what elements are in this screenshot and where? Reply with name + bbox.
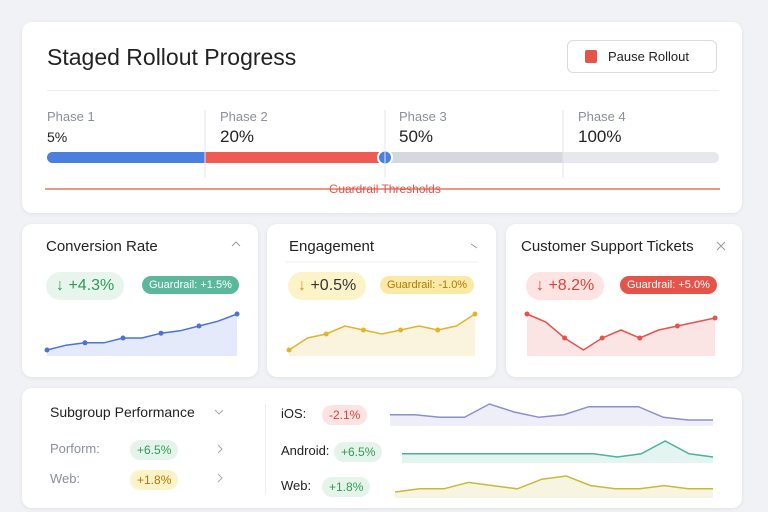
spark-area <box>402 441 713 463</box>
delta-pill: ↓ +4.3% <box>46 272 125 300</box>
row-label: Porform: <box>50 441 100 456</box>
metric-card <box>267 224 496 377</box>
spark-line <box>46 313 238 351</box>
spark-dot <box>637 335 643 341</box>
icon <box>214 409 224 483</box>
divider <box>265 404 266 494</box>
series-label: Web: <box>281 478 312 493</box>
delta: +4.3% <box>68 277 115 294</box>
delta-pill: ↓ +0.5% <box>288 272 367 300</box>
phase-value: 50% <box>399 127 434 146</box>
phase-value: 100% <box>578 127 622 146</box>
spark-dot <box>234 311 240 317</box>
title: Staged Rollout Progress <box>47 44 297 70</box>
spark-dot <box>323 331 329 337</box>
metric-card <box>506 224 742 377</box>
phase-label: Phase 4 <box>578 109 626 124</box>
spark-dot <box>196 323 202 329</box>
series-label: Android: <box>281 443 330 458</box>
spark-line <box>394 475 713 493</box>
row-value: +1.8% <box>130 470 179 490</box>
spark-dot <box>562 335 568 341</box>
delta: +8.2% <box>548 277 595 294</box>
separator <box>47 90 719 91</box>
spark-line <box>402 440 714 458</box>
spark-area <box>390 404 713 426</box>
spark-dot <box>158 330 164 336</box>
spark-area <box>395 476 713 498</box>
phase-label: Phase 3 <box>399 109 447 124</box>
phase-value: 20% <box>220 127 255 146</box>
spark-dot <box>82 340 88 346</box>
series-value: -2.1% <box>322 405 368 425</box>
button-label: Pause Rollout <box>608 49 689 64</box>
subgroup-title: Subgroup Performance <box>50 404 195 420</box>
card-title: Customer Support Tickets <box>521 238 694 255</box>
spark-line <box>288 313 476 351</box>
guardrail-tag: Guardrail: -1.0% <box>380 276 475 294</box>
phase-label: Phase 2 <box>220 109 268 124</box>
phase-value: 5% <box>47 129 68 145</box>
guardrail-tag: Guardrail: +1.5% <box>142 276 239 294</box>
spark-dot <box>435 327 441 333</box>
bar-segment <box>47 152 212 163</box>
card-title: Conversion Rate <box>46 238 158 255</box>
bar-segment <box>205 152 385 163</box>
spark-area <box>289 314 475 356</box>
spark-dot <box>674 323 680 329</box>
spark-dot <box>398 327 404 333</box>
delta-pill: ↓ +8.2% <box>526 272 605 300</box>
spark-dot <box>286 347 292 353</box>
row-value: +6.5% <box>130 440 179 460</box>
delta: +0.5% <box>310 277 357 294</box>
bar-segment <box>385 152 563 163</box>
series-label: iOS: <box>281 406 307 421</box>
row-label: Web: <box>50 471 81 486</box>
icon <box>231 241 726 251</box>
spark-dot <box>120 335 126 341</box>
spark-dot <box>712 315 718 321</box>
guardrail-tag: Guardrail: +5.0% <box>620 276 717 294</box>
spark-line <box>526 313 716 351</box>
metric-card <box>22 224 258 377</box>
series-value: +6.5% <box>334 442 383 462</box>
spark-dot <box>524 311 530 317</box>
pause-button[interactable]: Pause Rollout <box>567 40 717 73</box>
spark-area <box>47 314 237 356</box>
phase-label: Phase 1 <box>47 109 95 124</box>
spark-area <box>527 314 715 356</box>
spark-dot <box>44 347 50 353</box>
series-value: +1.8% <box>322 477 371 497</box>
spark-line <box>390 403 713 421</box>
spark-dot <box>472 311 478 317</box>
spark-dot <box>360 327 366 333</box>
spark-dot <box>599 335 605 341</box>
card-title: Engagement <box>289 238 375 255</box>
